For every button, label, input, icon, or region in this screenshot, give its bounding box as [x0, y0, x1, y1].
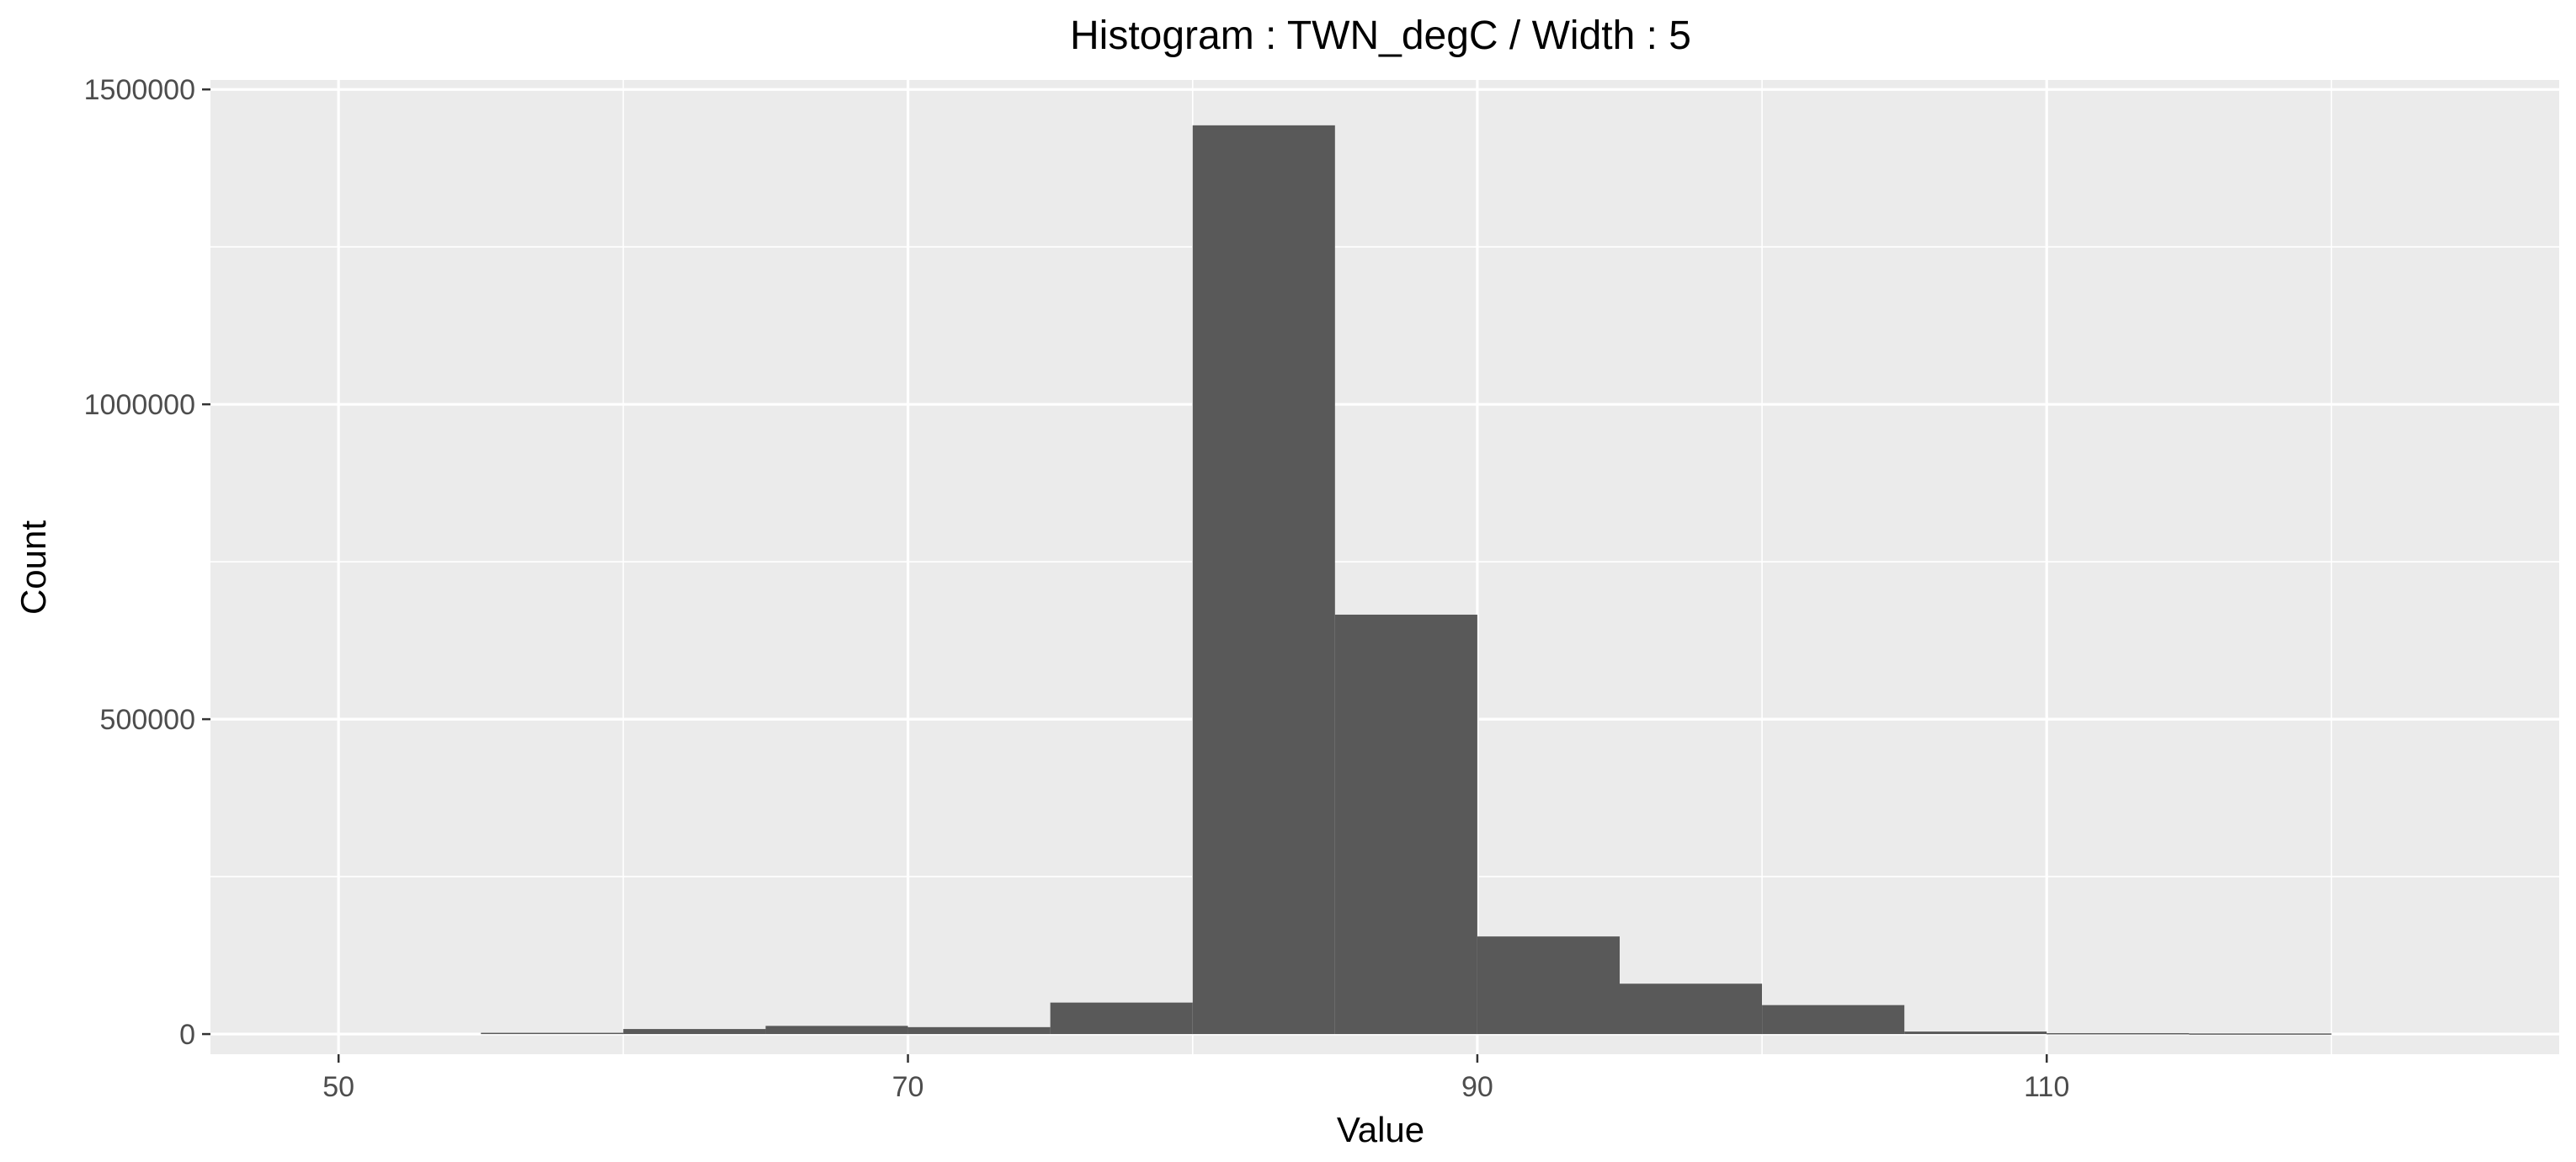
y-axis-label: Count [13, 520, 53, 615]
histogram-bar [1334, 614, 1477, 1035]
histogram-bar [765, 1026, 908, 1035]
x-tick-label: 70 [892, 1071, 924, 1103]
chart-title: Histogram : TWN_degC / Width : 5 [1070, 13, 1691, 58]
histogram-bar [1620, 983, 1763, 1035]
y-tick-label: 0 [179, 1019, 195, 1051]
histogram-bar [623, 1029, 766, 1035]
x-axis: 50 70 90 110 [322, 1054, 2069, 1103]
x-tick-label: 90 [1461, 1071, 1493, 1103]
histogram-bars [481, 125, 2332, 1035]
y-tick-label: 1000000 [84, 389, 195, 421]
x-tick-label: 110 [2024, 1071, 2069, 1103]
y-tick-label: 1500000 [84, 74, 195, 106]
histogram-bar [1904, 1031, 2047, 1035]
histogram-bar [907, 1026, 1051, 1035]
y-tick-label: 500000 [100, 704, 195, 736]
minor-gridlines [210, 80, 2559, 1054]
histogram-bar [1050, 1002, 1193, 1035]
histogram-bar [1192, 125, 1335, 1035]
histogram-bar [1762, 1005, 1905, 1035]
histogram-bar [1477, 936, 1620, 1035]
y-axis: 0 500000 1000000 1500000 [84, 74, 210, 1051]
histogram-bar [2046, 1032, 2190, 1035]
x-tick-label: 50 [322, 1071, 354, 1103]
x-axis-label: Value [1337, 1110, 1424, 1149]
major-gridlines [210, 80, 2559, 1054]
histogram-bar [481, 1032, 624, 1035]
histogram-bar [2189, 1033, 2332, 1035]
